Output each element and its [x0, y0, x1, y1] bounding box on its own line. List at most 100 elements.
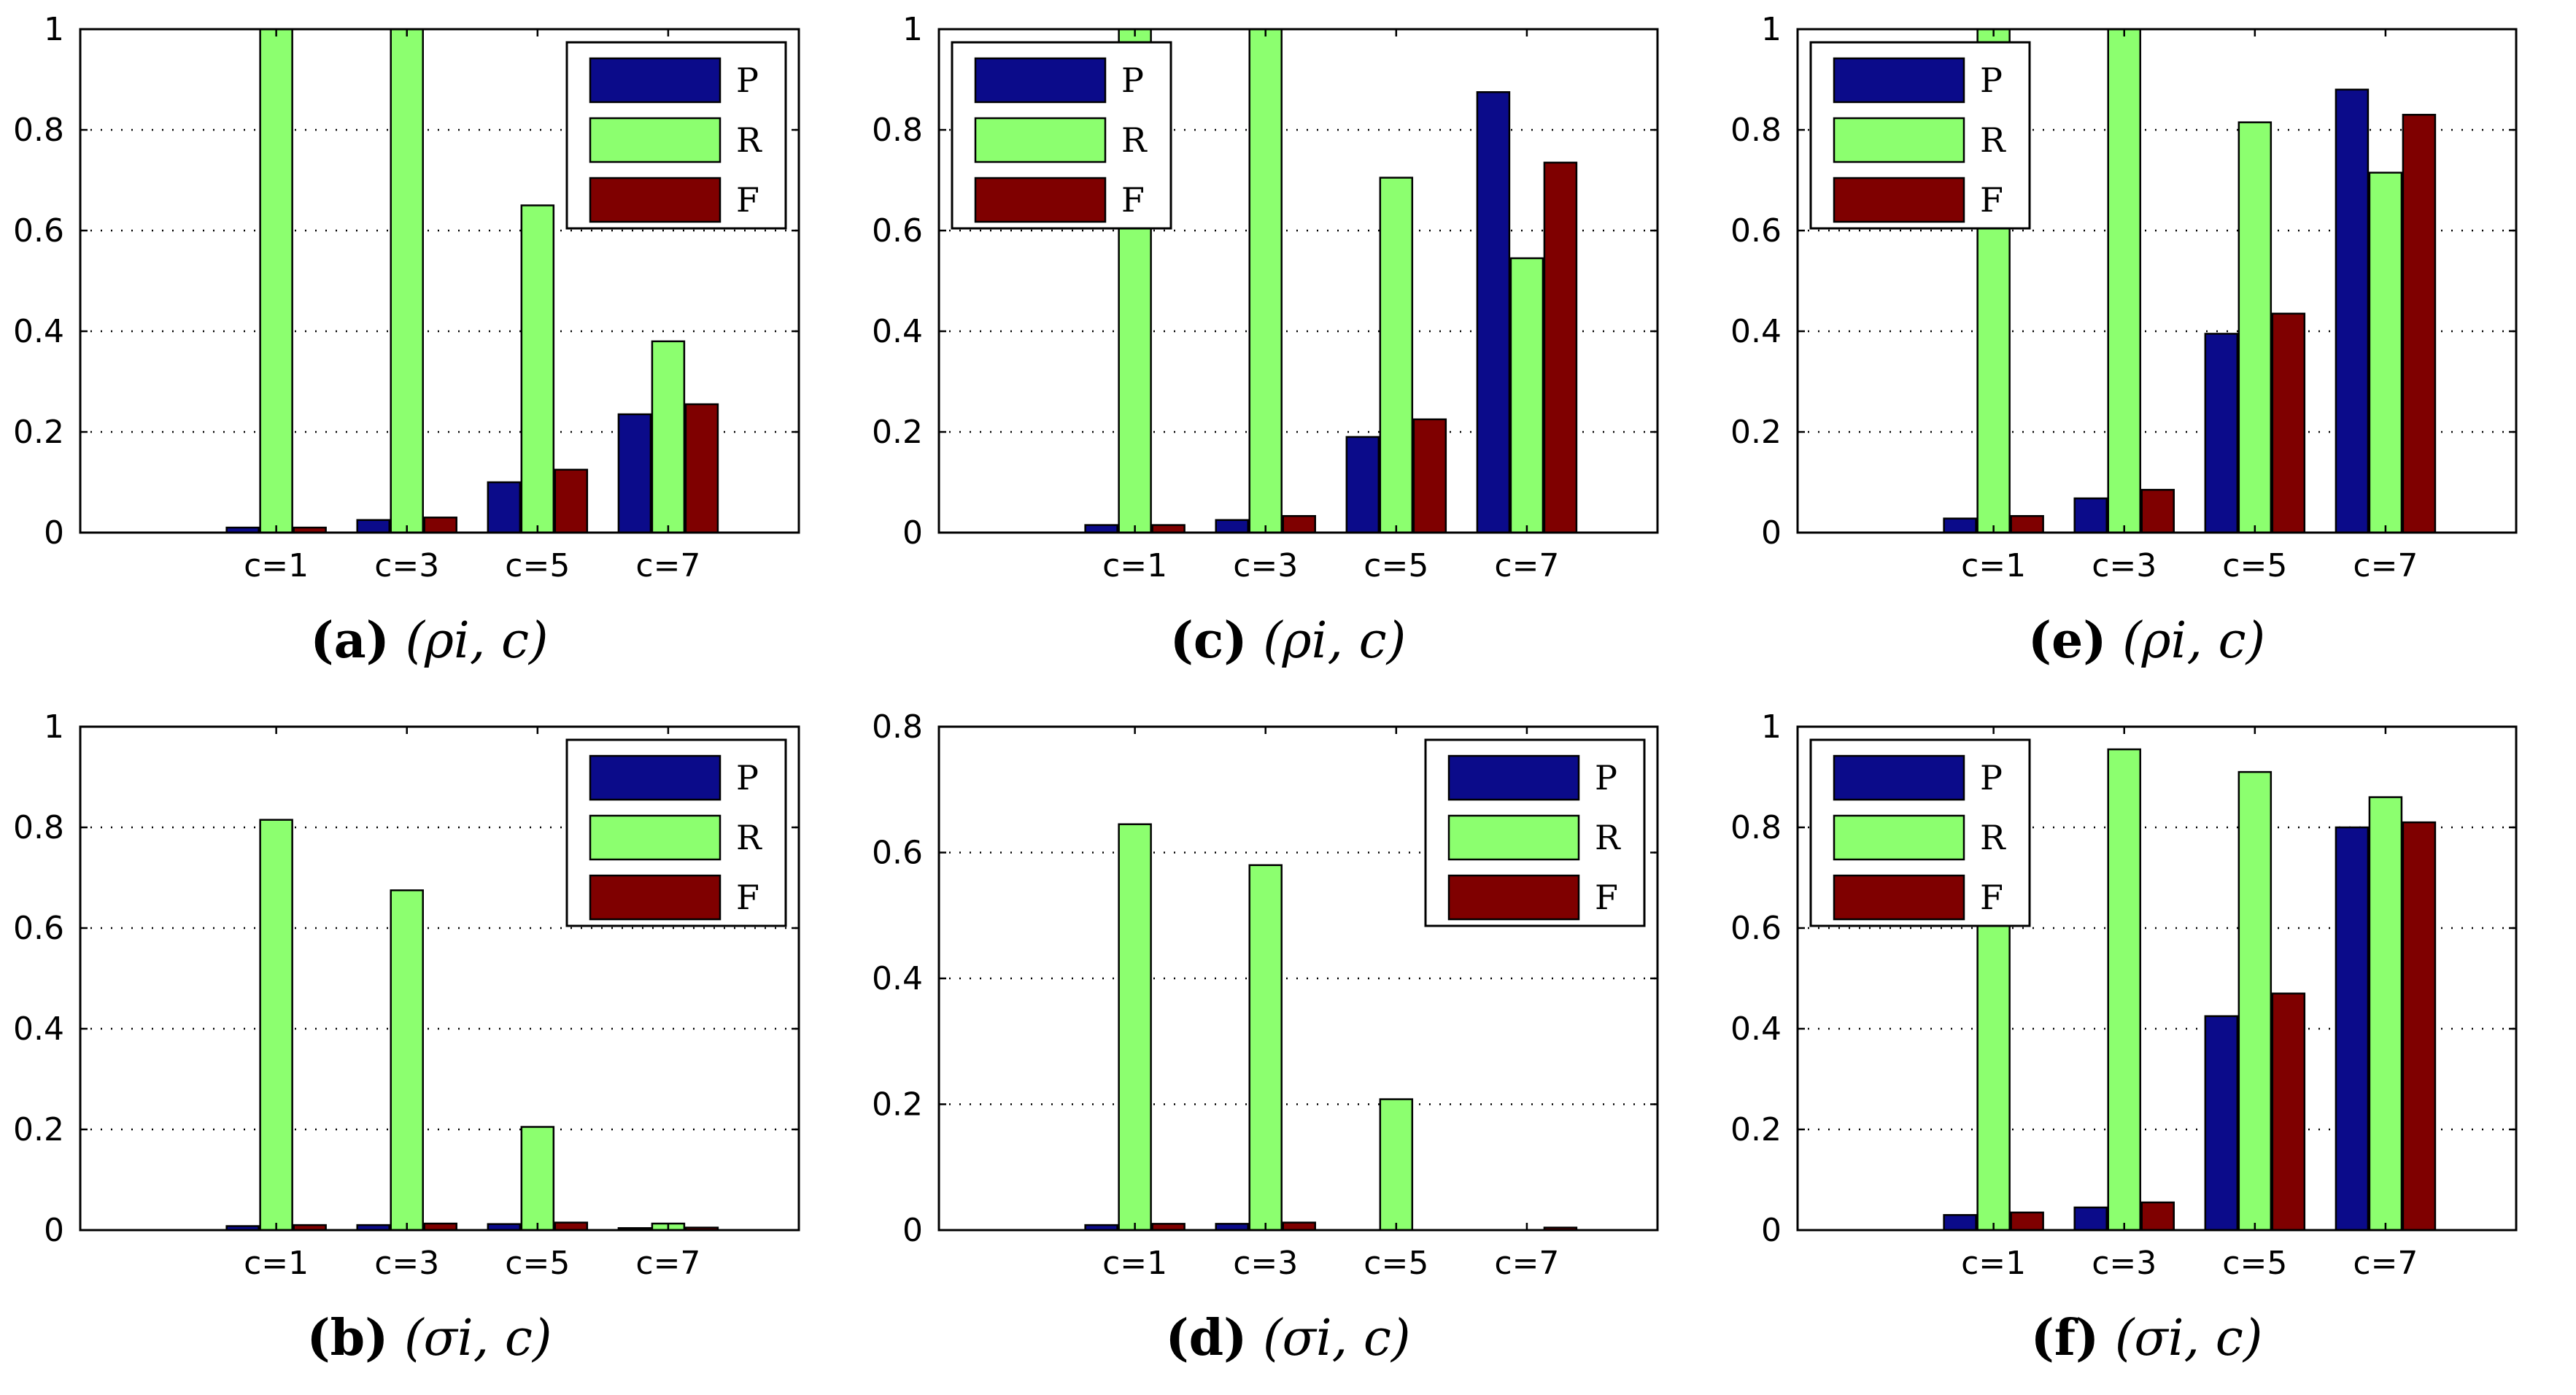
y-tick-label: 1: [44, 11, 64, 48]
legend-swatch-r: [1447, 814, 1580, 861]
caption-d: (d) (σi, c): [859, 1309, 1717, 1367]
bar-r-c=1: [259, 28, 293, 534]
legend-swatch-r: [974, 117, 1107, 163]
y-tick-label: 0.6: [872, 212, 923, 250]
y-tick-label: 1: [902, 11, 923, 48]
legend-swatch-p: [1447, 754, 1580, 801]
bar-p-c=3: [1215, 519, 1249, 534]
bar-f-c=5: [2271, 312, 2306, 534]
plot-frame: [79, 725, 800, 1232]
y-tick-label: 0: [902, 1212, 923, 1249]
y-tick-label: 0.6: [1730, 910, 1782, 947]
bar-f-c=3: [2140, 489, 2175, 534]
y-tick-label: 1: [1761, 11, 1782, 48]
chart-c: 0 0.2 0.4 0.6 0.8 1 c=1 c=3 c=5 c=7 PRF: [872, 11, 1659, 584]
bar-p-c=1: [1084, 524, 1118, 534]
x-tick-label: c=5: [1364, 1245, 1428, 1282]
legend-label-f: F: [1595, 878, 1618, 917]
plot-frame: [1796, 725, 2518, 1232]
legend-swatch-f: [1833, 874, 1965, 921]
bar-f-c=1: [1151, 524, 1185, 534]
caption-label: (c): [1169, 611, 1248, 670]
x-tick-label: c=5: [505, 1245, 570, 1282]
bar-p-c=3: [2073, 1206, 2108, 1232]
bar-r-c=5: [520, 1126, 555, 1232]
bar-f-c=3: [1282, 514, 1316, 534]
x-tick-label: c=5: [2222, 547, 2287, 584]
legend: PRF: [1424, 738, 1646, 927]
y-tick-label: 0.6: [872, 835, 923, 872]
bar-f-c=1: [2010, 1211, 2044, 1232]
panel-f: 0 0.2 0.4 0.6 0.8 1 c=1 c=3 c=5 c=7 P R F (f) (σi, c…: [1717, 698, 2576, 1395]
x-tick-label: c=7: [2353, 1245, 2418, 1282]
caption-label: (d): [1165, 1309, 1248, 1367]
legend-swatch-p: [589, 754, 722, 801]
y-tick-label: 1: [44, 708, 64, 746]
y-tick-label: 0.4: [1730, 1010, 1782, 1048]
legend-label-r: R: [1980, 120, 2006, 160]
plot-frame: [79, 28, 800, 534]
caption-c: (c) (ρi, c): [859, 611, 1717, 670]
bar-f-c=7: [2402, 114, 2437, 534]
bar-p-c=5: [1345, 436, 1380, 534]
caption-math: (σi, c): [2114, 1310, 2263, 1367]
legend-swatch-p: [1833, 57, 1965, 104]
caption-label: (f): [2030, 1309, 2100, 1367]
legend-label-f: F: [1980, 180, 2003, 220]
x-tick-label: c=1: [244, 1245, 309, 1282]
bar-r-c=3: [2107, 748, 2141, 1232]
y-tick-label: 0.6: [13, 910, 64, 947]
y-tick-label: 0: [44, 1212, 64, 1249]
x-tick-label: c=7: [1494, 1245, 1559, 1282]
y-tick-label: 0.2: [13, 1111, 64, 1148]
y-tick-label: 0.2: [872, 414, 923, 451]
y-tick-label: 0: [44, 514, 64, 552]
legend-label-f: F: [736, 878, 759, 917]
legend-label-p: P: [1121, 61, 1144, 100]
bar-f-c=7: [2402, 821, 2437, 1232]
legend: PRF: [1809, 41, 2031, 230]
bar-f-c=3: [1282, 1221, 1316, 1232]
panel-e: 0 0.2 0.4 0.6 0.8 1 c=1 c=3 c=5 c=7 P R F (e) (ρi, c…: [1717, 0, 2576, 698]
x-tick-label: c=1: [1102, 1245, 1167, 1282]
caption-label: (e): [2027, 611, 2107, 670]
bar-r-c=3: [2107, 28, 2141, 534]
panel-c: 0 0.2 0.4 0.6 0.8 1 c=1 c=3 c=5 c=7 P R F (c) (ρi, c…: [859, 0, 1717, 698]
legend-label-r: R: [1121, 120, 1148, 160]
y-tick-label: 0.4: [872, 313, 923, 350]
y-tick-label: 0.6: [1730, 212, 1782, 250]
bar-f-c=5: [554, 468, 589, 534]
caption-b: (b) (σi, c): [0, 1309, 859, 1367]
bar-r-c=1: [1118, 823, 1152, 1232]
bar-r-c=5: [2237, 770, 2273, 1232]
y-tick-label: 0: [1761, 1212, 1782, 1249]
legend-swatch-p: [974, 57, 1107, 104]
bar-f-c=1: [2010, 514, 2044, 534]
legend: PRF: [565, 738, 787, 927]
legend-label-r: R: [736, 120, 762, 160]
bar-r-c=5: [520, 204, 555, 534]
x-tick-label: c=5: [1364, 547, 1428, 584]
x-tick-label: c=1: [1102, 547, 1167, 584]
caption-e: (e) (ρi, c): [1717, 611, 2576, 670]
x-tick-label: c=3: [374, 547, 439, 584]
bar-p-c=3: [2073, 497, 2108, 534]
x-tick-label: c=1: [1961, 547, 2026, 584]
x-tick-label: c=3: [1233, 547, 1298, 584]
caption-label: (b): [306, 1309, 389, 1367]
bar-f-c=5: [2271, 992, 2306, 1232]
y-tick-label: 0.8: [13, 809, 64, 846]
y-tick-label: 0.2: [1730, 1111, 1782, 1148]
y-tick-label: 0.8: [872, 708, 923, 746]
bar-f-c=7: [684, 403, 719, 534]
bar-p-c=5: [487, 481, 522, 534]
y-tick-label: 0.4: [1730, 313, 1782, 350]
legend-swatch-f: [589, 177, 722, 223]
bar-p-c=7: [2335, 88, 2370, 534]
x-tick-label: c=7: [635, 1245, 700, 1282]
bar-p-c=1: [1943, 517, 1977, 534]
caption-math: (ρi, c): [2122, 612, 2266, 670]
legend-label-r: R: [736, 818, 762, 857]
bar-r-c=3: [390, 889, 424, 1232]
